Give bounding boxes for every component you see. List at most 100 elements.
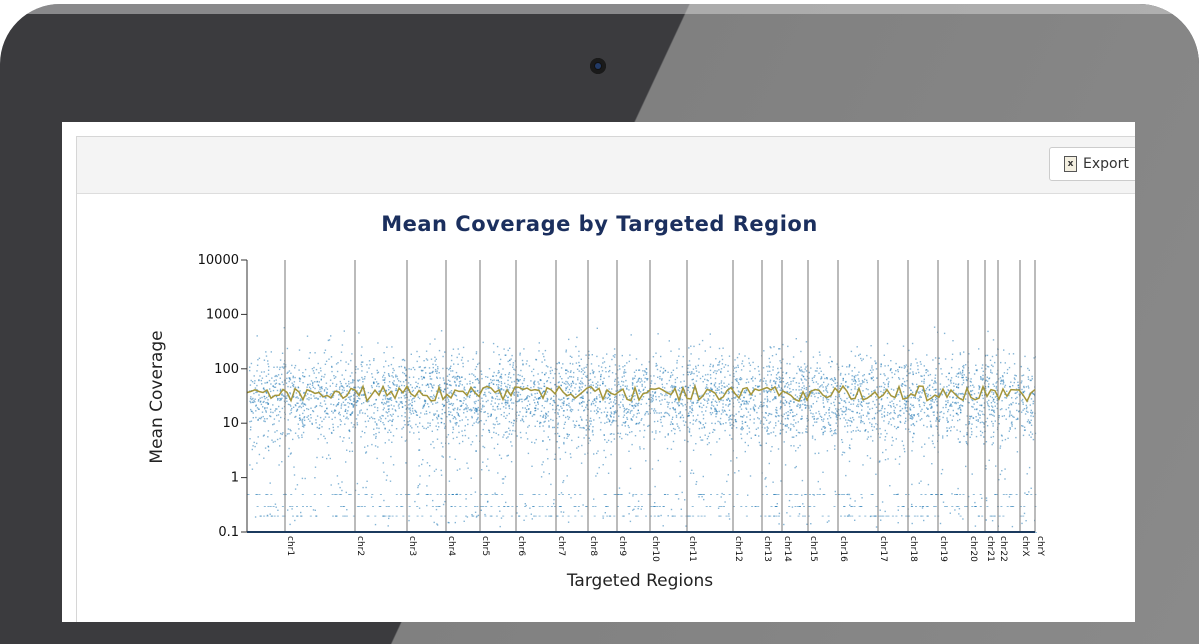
data-point — [1021, 380, 1023, 382]
data-point — [749, 408, 752, 410]
data-point — [711, 412, 714, 414]
data-point — [365, 486, 367, 489]
data-point — [471, 424, 474, 427]
data-point — [437, 414, 440, 416]
data-point — [645, 411, 648, 413]
data-point — [995, 354, 998, 356]
data-point — [942, 406, 944, 409]
data-point — [957, 438, 959, 440]
data-point — [572, 381, 574, 383]
data-point — [909, 372, 911, 374]
data-point — [605, 371, 607, 373]
data-point — [703, 427, 706, 429]
data-point — [847, 386, 850, 388]
data-point — [362, 486, 364, 489]
data-point — [531, 465, 533, 467]
data-point — [931, 379, 933, 381]
data-point — [714, 407, 716, 409]
data-point — [249, 420, 251, 423]
data-point — [282, 383, 285, 386]
export-button[interactable]: x Export — [1049, 147, 1135, 181]
data-point — [613, 420, 615, 422]
data-point — [577, 379, 579, 381]
data-point — [747, 444, 749, 447]
data-point — [1022, 401, 1024, 404]
data-point — [988, 399, 990, 402]
data-point — [265, 411, 267, 413]
data-point — [921, 446, 923, 448]
data-point — [998, 415, 1000, 417]
data-point — [343, 404, 346, 406]
data-point — [350, 422, 353, 424]
data-point — [809, 409, 811, 412]
data-point — [400, 391, 403, 394]
data-point — [863, 381, 865, 383]
data-point — [367, 391, 370, 394]
data-point — [802, 375, 804, 378]
data-point — [881, 416, 883, 418]
data-point — [725, 422, 727, 424]
data-point — [476, 411, 478, 413]
data-point — [737, 393, 739, 396]
data-point — [848, 364, 851, 367]
data-point — [724, 410, 726, 412]
data-point — [856, 405, 858, 407]
data-point — [845, 406, 847, 409]
data-point — [1001, 408, 1003, 410]
data-point — [436, 377, 438, 379]
data-point — [288, 447, 290, 450]
data-point — [983, 443, 985, 445]
data-point — [384, 377, 386, 379]
data-point — [596, 355, 598, 358]
data-point — [280, 432, 282, 435]
data-point — [443, 388, 446, 390]
data-point — [623, 372, 625, 374]
data-point — [828, 412, 830, 414]
data-point — [357, 386, 359, 388]
data-point — [596, 409, 598, 411]
data-point — [699, 421, 702, 424]
data-point — [674, 432, 676, 435]
data-point — [903, 395, 906, 397]
data-point — [832, 412, 835, 414]
data-point — [698, 496, 700, 498]
data-point — [872, 379, 875, 382]
data-point — [874, 389, 876, 391]
data-point — [584, 371, 586, 373]
data-point — [541, 463, 543, 466]
data-point — [919, 395, 921, 397]
data-point — [614, 378, 617, 381]
data-point — [521, 389, 524, 391]
data-point — [351, 353, 353, 355]
data-point — [273, 418, 276, 420]
data-point — [565, 351, 567, 353]
data-point — [767, 399, 769, 402]
data-point — [332, 429, 335, 431]
data-point — [731, 386, 733, 388]
data-point — [879, 509, 881, 511]
data-point — [276, 438, 279, 441]
data-point — [556, 441, 558, 443]
data-point — [812, 391, 814, 394]
data-point — [274, 440, 276, 443]
data-point — [775, 406, 778, 409]
data-point — [1025, 404, 1027, 407]
data-point — [285, 397, 288, 399]
data-point — [986, 365, 989, 368]
data-point — [1005, 418, 1007, 420]
data-point — [250, 420, 253, 422]
data-point — [637, 379, 640, 381]
data-point — [956, 373, 958, 375]
data-point — [359, 398, 361, 400]
data-point — [1004, 384, 1007, 387]
data-point — [974, 501, 976, 504]
data-point — [774, 383, 777, 385]
data-point — [691, 469, 693, 471]
data-point — [330, 403, 332, 405]
data-point — [650, 396, 653, 399]
data-point — [478, 382, 480, 384]
data-point — [767, 390, 769, 392]
data-point — [958, 513, 960, 515]
data-point — [434, 368, 437, 371]
data-point — [961, 392, 964, 395]
